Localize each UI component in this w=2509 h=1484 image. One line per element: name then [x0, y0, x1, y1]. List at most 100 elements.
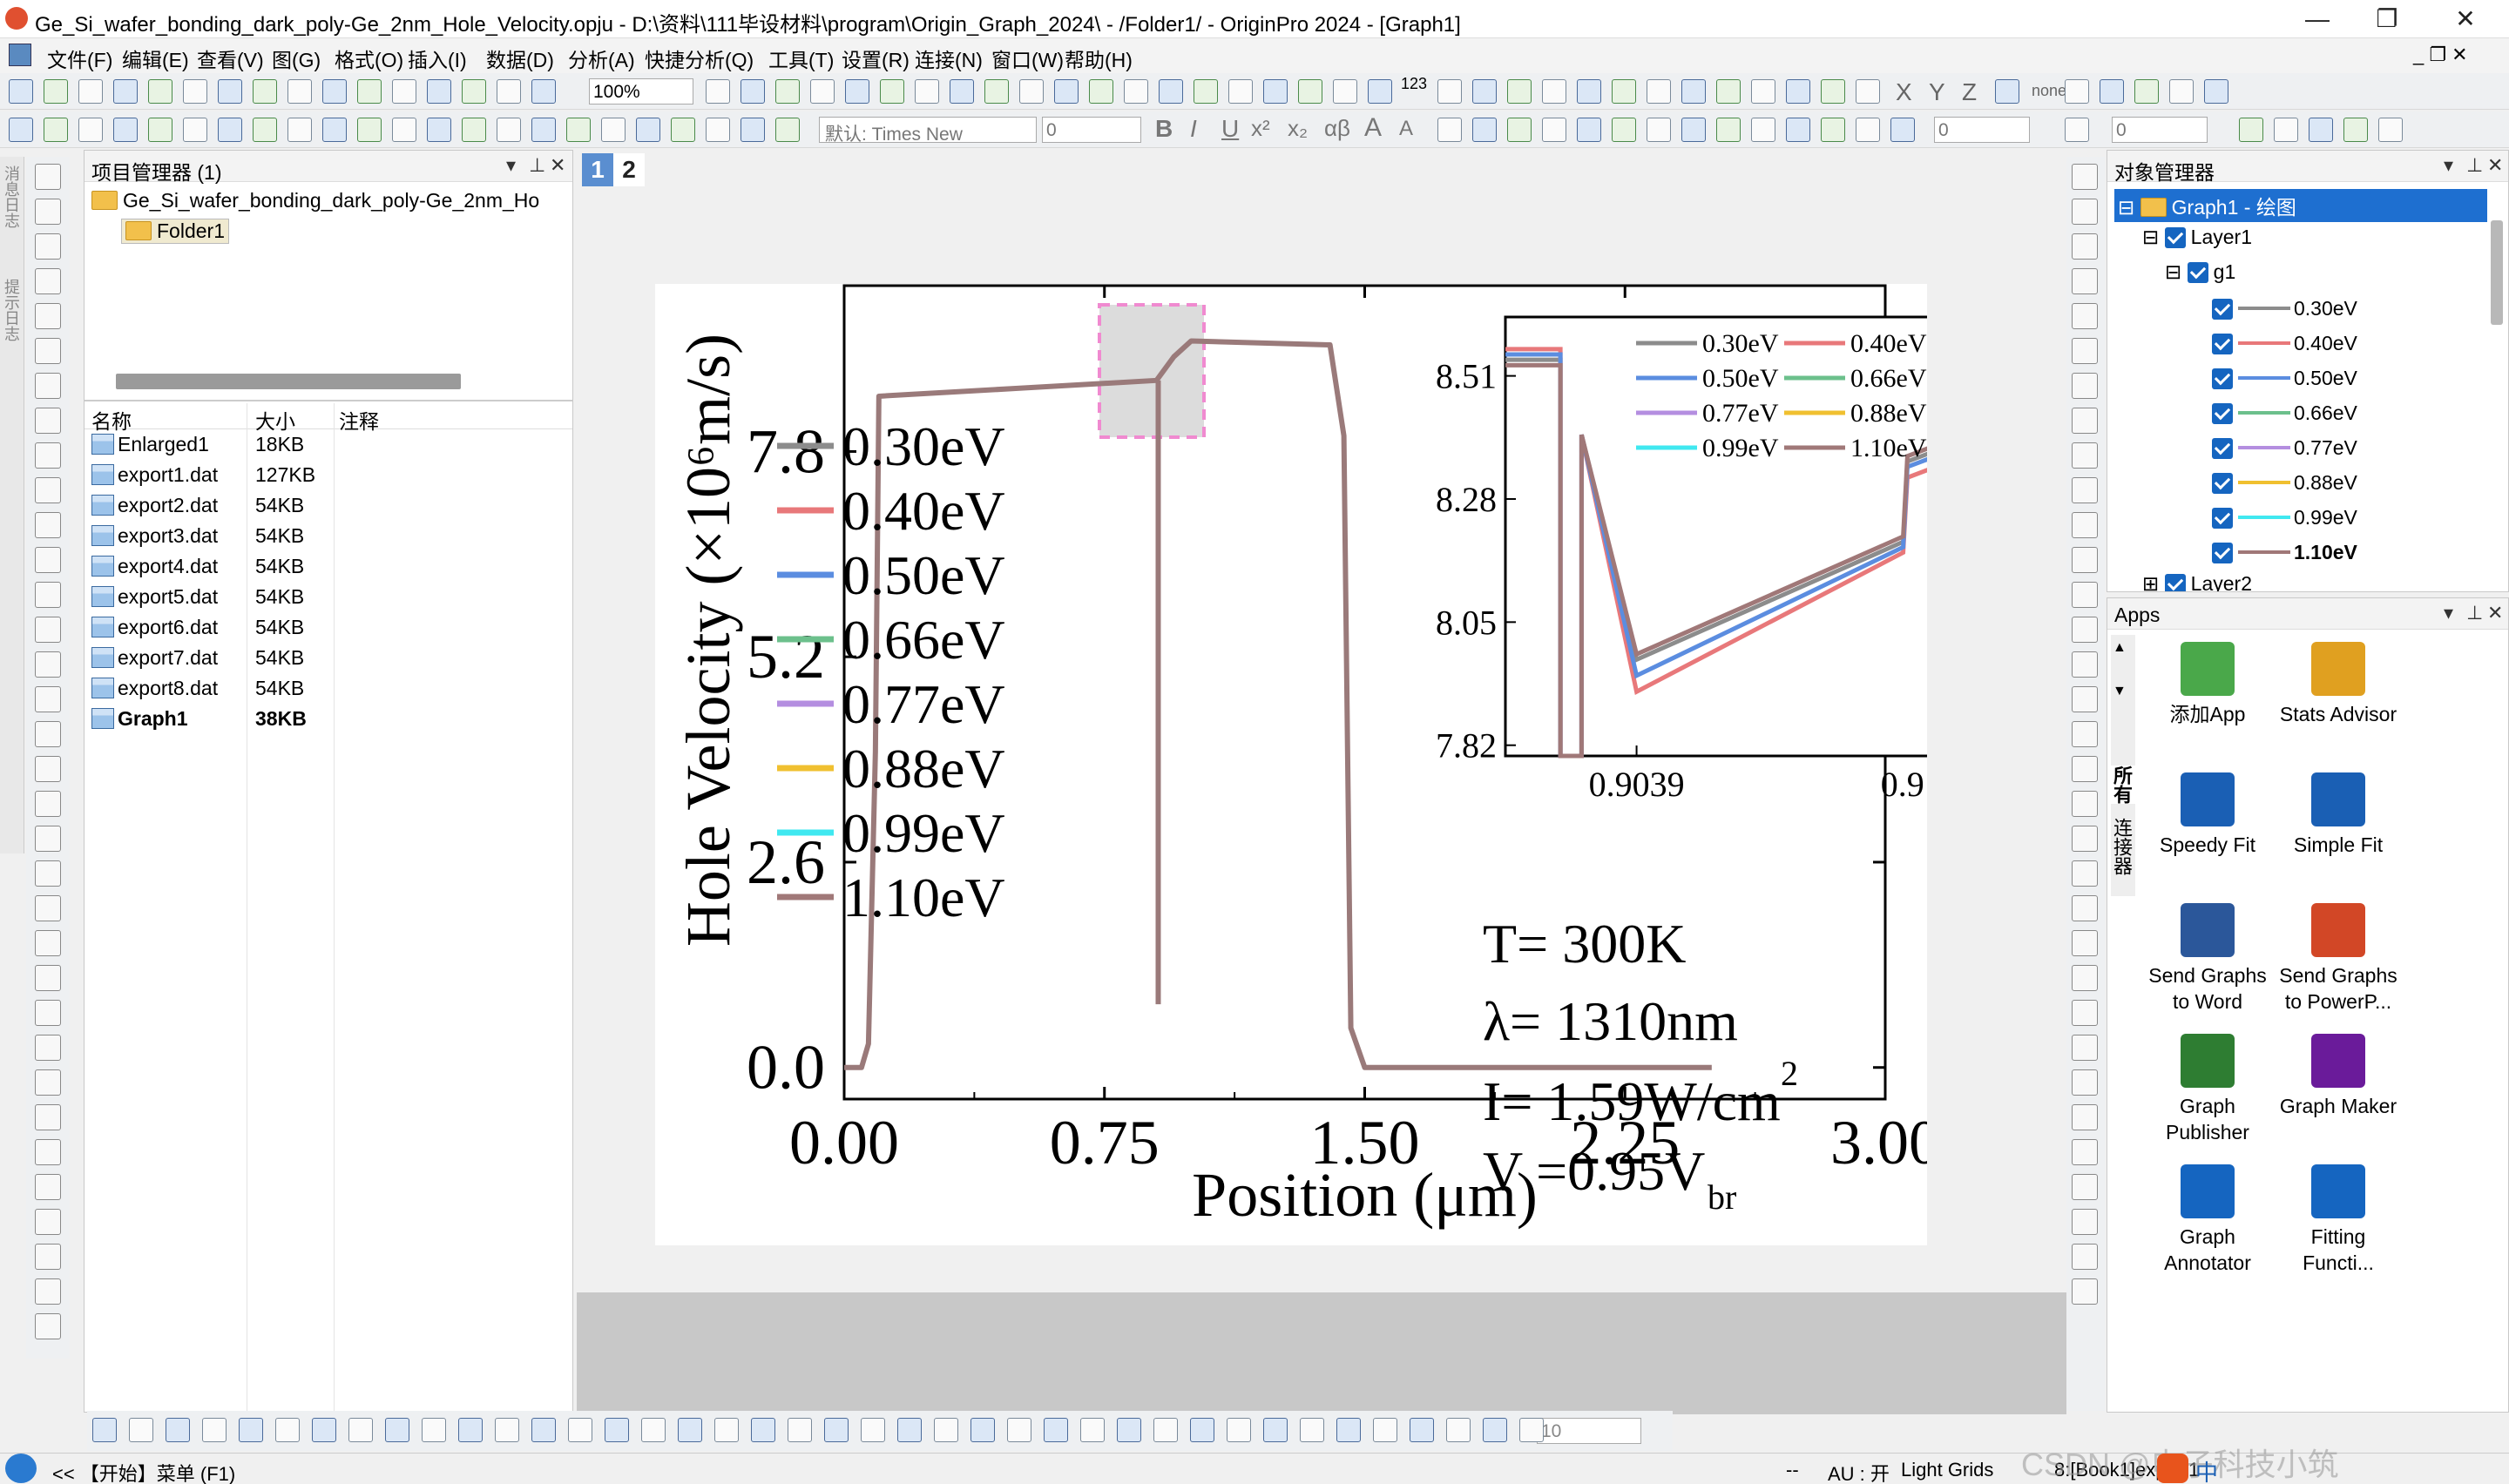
toolbar-button[interactable]	[1507, 79, 1532, 104]
toolbar-button[interactable]	[44, 79, 68, 104]
toolbar-button[interactable]	[2204, 79, 2228, 104]
toolbar-button[interactable]	[253, 79, 277, 104]
toolbar-button[interactable]	[497, 79, 521, 104]
toolbar-button[interactable]	[148, 118, 172, 142]
toolbar-button[interactable]	[1124, 79, 1148, 104]
tool-button[interactable]	[35, 303, 61, 329]
bottom-toolbar-button[interactable]	[385, 1418, 409, 1442]
tool-button[interactable]	[35, 512, 61, 538]
toolbar-button[interactable]	[357, 79, 382, 104]
toolbar-button[interactable]	[1577, 118, 1601, 142]
tool-button[interactable]	[35, 895, 61, 921]
plot-checkbox[interactable]	[2212, 473, 2233, 494]
col-note[interactable]: 注释	[339, 410, 379, 433]
graph-tool-button[interactable]	[2072, 442, 2098, 469]
plot-item[interactable]: 0.99eV	[2212, 506, 2357, 530]
tool-button[interactable]	[35, 1139, 61, 1165]
bottom-toolbar-button[interactable]	[531, 1418, 556, 1442]
layer1-checkbox[interactable]	[2164, 227, 2186, 248]
bottom-toolbar-button[interactable]	[1483, 1418, 1507, 1442]
y-button[interactable]: Y	[1929, 78, 1945, 105]
superscript-button[interactable]: x²	[1251, 115, 1270, 141]
graph-tool-button[interactable]	[2072, 1139, 2098, 1165]
pattern-width-combo[interactable]: 0	[2112, 117, 2208, 143]
pin-icon[interactable]: ⊥	[2466, 602, 2484, 624]
toolbar-button[interactable]	[2065, 79, 2089, 104]
plot-checkbox[interactable]	[2212, 299, 2233, 320]
graph-tool-button[interactable]	[2072, 1104, 2098, 1130]
graph-tool-button[interactable]	[2072, 1069, 2098, 1096]
bottom-toolbar-button[interactable]	[495, 1418, 519, 1442]
toolbar-button[interactable]	[1507, 118, 1532, 142]
tool-button[interactable]	[35, 1069, 61, 1096]
bottom-toolbar-button[interactable]	[1007, 1418, 1031, 1442]
toolbar-button[interactable]	[1890, 118, 1915, 142]
plot-item[interactable]: 0.40eV	[2212, 332, 2357, 355]
toolbar-button[interactable]	[1437, 118, 1462, 142]
file-item[interactable]: Graph1	[91, 707, 188, 731]
toolbar-button[interactable]	[1542, 118, 1566, 142]
menu-item-1[interactable]: 编辑(E)	[122, 49, 189, 71]
menu-item-8[interactable]: 快捷分析(Q)	[645, 49, 754, 71]
bottom-toolbar-button[interactable]	[422, 1418, 446, 1442]
toolbar-button[interactable]	[113, 79, 138, 104]
toolbar-button[interactable]	[2134, 79, 2159, 104]
file-item[interactable]: export2.dat	[91, 494, 218, 517]
toolbar-button[interactable]	[741, 79, 765, 104]
toolbar-button[interactable]	[218, 79, 242, 104]
graph-tool-button[interactable]	[2072, 1035, 2098, 1061]
tool-button[interactable]	[35, 408, 61, 434]
menu-item-12[interactable]: 窗口(W)	[991, 49, 1065, 71]
toolbar-button[interactable]	[1681, 118, 1706, 142]
layer1-node[interactable]: ⊟ Layer1	[2142, 226, 2252, 248]
file-item[interactable]: export4.dat	[91, 555, 218, 578]
scroll-up-icon[interactable]: ▲	[2113, 640, 2127, 655]
toolbar-button[interactable]	[636, 118, 660, 142]
panel-menu-icon[interactable]: ▾	[2444, 154, 2454, 176]
bottom-toolbar-button[interactable]	[129, 1418, 153, 1442]
menu-item-2[interactable]: 查看(V)	[197, 49, 264, 71]
bottom-toolbar-button[interactable]	[239, 1418, 263, 1442]
origin-app-icon[interactable]	[5, 7, 28, 30]
toolbar-button[interactable]	[392, 79, 416, 104]
bottom-toolbar-button[interactable]	[1519, 1418, 1544, 1442]
toolbar-button[interactable]	[1228, 79, 1253, 104]
toolbar-button[interactable]	[566, 118, 591, 142]
tool-button[interactable]	[35, 338, 61, 364]
toolbar-button[interactable]	[1821, 118, 1845, 142]
graph-tool-button[interactable]	[2072, 1244, 2098, 1270]
app-tile[interactable]: Send Graphs to Word	[2142, 903, 2273, 1015]
toolbar-button[interactable]	[2343, 118, 2368, 142]
subscript-button[interactable]: x₂	[1288, 115, 1309, 141]
toolbar-button[interactable]	[1019, 79, 1044, 104]
toolbar-button[interactable]	[741, 118, 765, 142]
menu-item-11[interactable]: 连接(N)	[915, 49, 983, 71]
restore-button[interactable]: ❐	[2376, 5, 2398, 32]
toolbar-button[interactable]	[1786, 118, 1810, 142]
toolbar-button[interactable]	[2309, 118, 2333, 142]
panel-close-icon[interactable]: ✕	[2487, 602, 2504, 624]
bottom-toolbar-button[interactable]	[788, 1418, 812, 1442]
bottom-toolbar-button[interactable]	[1300, 1418, 1324, 1442]
bottom-toolbar-button[interactable]	[1190, 1418, 1214, 1442]
bottom-toolbar-button[interactable]	[1227, 1418, 1251, 1442]
plot-checkbox[interactable]	[2212, 368, 2233, 389]
mdi-window-controls[interactable]: _ ❐ ✕	[2413, 44, 2468, 65]
apps-tab-connectors[interactable]: 连接器	[2111, 818, 2133, 875]
toolbar-button[interactable]	[531, 118, 556, 142]
tool-button[interactable]	[35, 860, 61, 887]
bottom-toolbar-button[interactable]	[970, 1418, 995, 1442]
bottom-toolbar-button[interactable]	[1044, 1418, 1068, 1442]
graph-tool-button[interactable]	[2072, 930, 2098, 956]
app-tile[interactable]: Fitting Functi...	[2273, 1164, 2404, 1276]
plot-checkbox[interactable]	[2212, 403, 2233, 424]
ime-logo-icon[interactable]	[2157, 1454, 2188, 1483]
bold-button[interactable]: B	[1155, 115, 1173, 142]
toolbar-button[interactable]	[113, 118, 138, 142]
toolbar-button[interactable]	[1751, 118, 1775, 142]
menu-item-3[interactable]: 图(G)	[272, 49, 321, 71]
bottom-toolbar-button[interactable]	[1263, 1418, 1288, 1442]
tool-button[interactable]	[35, 233, 61, 260]
search-icon[interactable]	[5, 1454, 37, 1483]
tool-button[interactable]	[35, 199, 61, 225]
